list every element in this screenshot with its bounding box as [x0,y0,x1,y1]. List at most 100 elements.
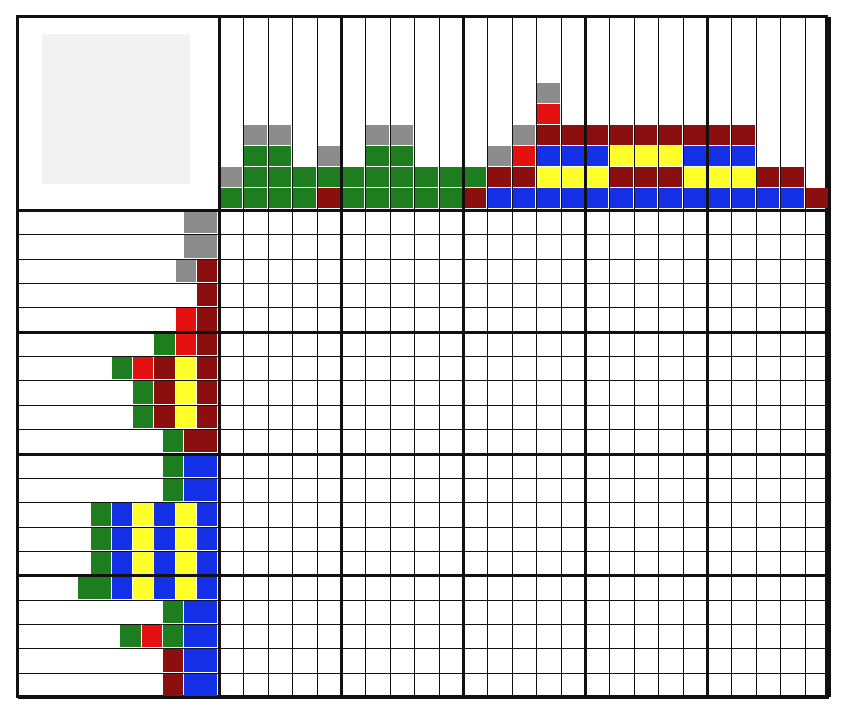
grid-cell[interactable] [365,454,389,478]
grid-cell[interactable] [341,380,365,404]
grid-cell[interactable] [707,234,731,258]
grid-cell[interactable] [707,283,731,307]
grid-cell[interactable] [731,259,755,283]
grid-cell[interactable] [463,502,487,526]
grid-cell[interactable] [756,478,780,502]
grid-cell[interactable] [365,551,389,575]
grid-cell[interactable] [731,356,755,380]
grid-cell[interactable] [658,259,682,283]
grid-cell[interactable] [634,527,658,551]
grid-cell[interactable] [292,600,316,624]
grid-cell[interactable] [658,575,682,599]
grid-cell[interactable] [536,405,560,429]
grid-cell[interactable] [414,600,438,624]
grid-cell[interactable] [317,600,341,624]
grid-cell[interactable] [561,356,585,380]
grid-cell[interactable] [487,673,511,697]
grid-cell[interactable] [463,454,487,478]
grid-cell[interactable] [243,648,267,672]
grid-cell[interactable] [683,210,707,234]
grid-cell[interactable] [463,478,487,502]
grid-cell[interactable] [609,210,633,234]
grid-cell[interactable] [609,673,633,697]
grid-cell[interactable] [561,210,585,234]
grid-cell[interactable] [780,502,804,526]
grid-cell[interactable] [487,380,511,404]
grid-cell[interactable] [219,307,243,331]
grid-cell[interactable] [756,405,780,429]
grid-cell[interactable] [487,575,511,599]
grid-cell[interactable] [536,234,560,258]
grid-cell[interactable] [561,648,585,672]
grid-cell[interactable] [536,307,560,331]
grid-cell[interactable] [219,283,243,307]
grid-cell[interactable] [634,356,658,380]
grid-cell[interactable] [585,575,609,599]
grid-cell[interactable] [683,648,707,672]
grid-cell[interactable] [731,429,755,453]
grid-cell[interactable] [658,210,682,234]
grid-cell[interactable] [268,624,292,648]
grid-cell[interactable] [609,405,633,429]
grid-cell[interactable] [805,575,829,599]
grid-cell[interactable] [317,405,341,429]
grid-cell[interactable] [341,575,365,599]
grid-cell[interactable] [585,478,609,502]
grid-cell[interactable] [536,478,560,502]
grid-cell[interactable] [390,673,414,697]
grid-cell[interactable] [317,234,341,258]
grid-cell[interactable] [756,454,780,478]
grid-cell[interactable] [268,551,292,575]
grid-cell[interactable] [341,356,365,380]
grid-cell[interactable] [683,380,707,404]
grid-cell[interactable] [414,478,438,502]
grid-cell[interactable] [414,307,438,331]
grid-cell[interactable] [341,429,365,453]
grid-cell[interactable] [683,600,707,624]
grid-cell[interactable] [634,624,658,648]
grid-cell[interactable] [243,307,267,331]
grid-cell[interactable] [292,454,316,478]
grid-cell[interactable] [219,332,243,356]
grid-cell[interactable] [658,405,682,429]
grid-cell[interactable] [365,624,389,648]
grid-cell[interactable] [365,210,389,234]
grid-cell[interactable] [317,624,341,648]
grid-cell[interactable] [756,527,780,551]
grid-cell[interactable] [268,600,292,624]
grid-cell[interactable] [683,259,707,283]
grid-cell[interactable] [268,527,292,551]
grid-cell[interactable] [561,454,585,478]
grid-cell[interactable] [219,210,243,234]
grid-cell[interactable] [585,380,609,404]
grid-cell[interactable] [341,502,365,526]
grid-cell[interactable] [780,210,804,234]
grid-cell[interactable] [536,210,560,234]
grid-cell[interactable] [780,454,804,478]
grid-cell[interactable] [731,454,755,478]
grid-cell[interactable] [658,380,682,404]
grid-cell[interactable] [585,332,609,356]
grid-cell[interactable] [243,502,267,526]
grid-cell[interactable] [292,210,316,234]
grid-cell[interactable] [292,332,316,356]
grid-cell[interactable] [414,405,438,429]
grid-cell[interactable] [585,454,609,478]
grid-cell[interactable] [463,575,487,599]
grid-cell[interactable] [756,210,780,234]
grid-cell[interactable] [390,502,414,526]
grid-cell[interactable] [731,332,755,356]
grid-cell[interactable] [536,575,560,599]
grid-cell[interactable] [463,380,487,404]
grid-cell[interactable] [756,673,780,697]
grid-cell[interactable] [414,551,438,575]
grid-cell[interactable] [780,283,804,307]
grid-cell[interactable] [487,356,511,380]
grid-cell[interactable] [341,551,365,575]
grid-cell[interactable] [634,551,658,575]
grid-cell[interactable] [365,575,389,599]
grid-cell[interactable] [317,527,341,551]
grid-cell[interactable] [512,673,536,697]
grid-cell[interactable] [317,502,341,526]
grid-cell[interactable] [658,527,682,551]
